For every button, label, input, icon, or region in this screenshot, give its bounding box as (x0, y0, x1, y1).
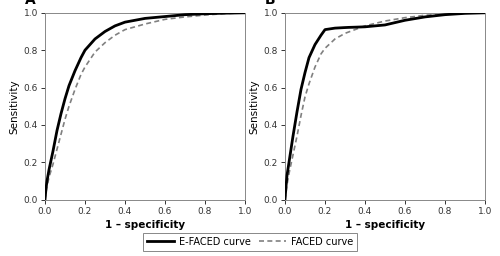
Text: A: A (25, 0, 36, 7)
X-axis label: 1 – specificity: 1 – specificity (345, 220, 425, 230)
Y-axis label: Sensitivity: Sensitivity (10, 79, 20, 134)
Text: B: B (265, 0, 276, 7)
Y-axis label: Sensitivity: Sensitivity (250, 79, 260, 134)
Legend: E-FACED curve, FACED curve: E-FACED curve, FACED curve (143, 233, 357, 251)
X-axis label: 1 – specificity: 1 – specificity (105, 220, 185, 230)
